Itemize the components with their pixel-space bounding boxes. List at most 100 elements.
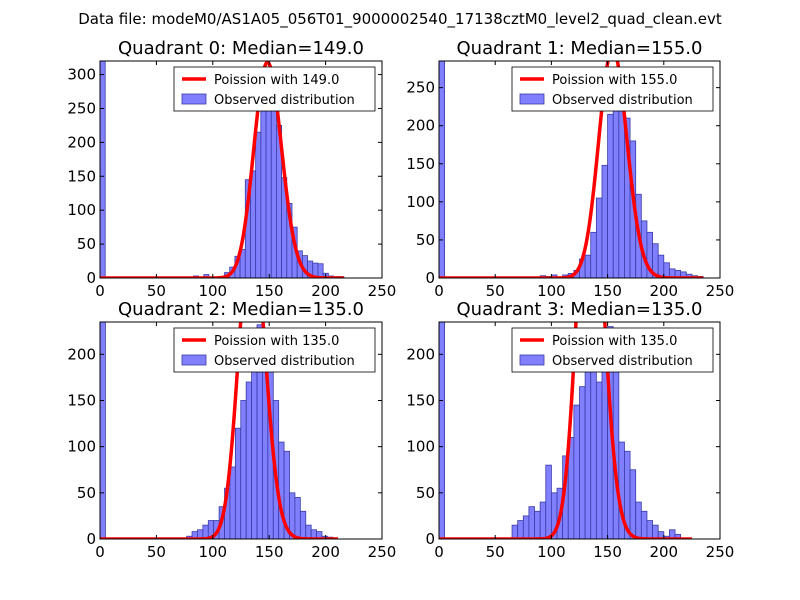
y-tick-label: 0 xyxy=(425,530,435,548)
histogram-bar xyxy=(534,510,541,539)
histogram-bar xyxy=(646,520,653,539)
legend-patch-swatch xyxy=(181,93,207,105)
poisson-curve xyxy=(100,322,339,539)
x-tick-label: 0 xyxy=(95,282,105,300)
histogram-bar xyxy=(573,404,580,539)
quadrant-panel-0: Quadrant 0: Median=149.0 0 50 100 150 200 250 0… xyxy=(67,38,396,300)
y-tick-label: 100 xyxy=(67,438,96,456)
y-tick-label: 150 xyxy=(406,155,435,173)
histogram-bar xyxy=(657,254,665,278)
x-tick-label: 200 xyxy=(649,282,678,300)
histogram-bar xyxy=(579,386,586,539)
x-tick-label: 100 xyxy=(198,282,227,300)
x-tick-label: 250 xyxy=(706,282,735,300)
figure-suptitle: Data file: modeM0/AS1A05_056T01_90000025… xyxy=(78,10,722,29)
x-tick-label: 200 xyxy=(311,282,340,300)
y-tick-label: 200 xyxy=(67,345,96,363)
histogram-bar xyxy=(305,524,312,539)
y-tick-label: 0 xyxy=(86,530,96,548)
histogram-bar xyxy=(316,531,323,539)
y-tick-label: 200 xyxy=(67,133,96,151)
legend-box xyxy=(173,327,376,373)
y-tick-label: 250 xyxy=(67,99,96,117)
histogram-bar xyxy=(595,381,603,539)
plot-area xyxy=(439,322,693,539)
y-tick-label: 150 xyxy=(67,391,96,409)
histogram-bar xyxy=(299,510,307,539)
axes-frame xyxy=(99,321,383,540)
x-tick-label: 150 xyxy=(593,543,622,561)
histogram-bar xyxy=(539,501,547,539)
y-tick-label: 150 xyxy=(406,391,435,409)
histogram-bar xyxy=(674,533,682,539)
legend-patch-swatch xyxy=(519,354,545,366)
y-tick-label: 200 xyxy=(406,117,435,135)
histogram-bar xyxy=(545,464,552,539)
y-tick-label: 0 xyxy=(86,269,96,287)
y-tick-label: 50 xyxy=(77,235,96,253)
histogram-bar xyxy=(270,96,277,278)
histogram-bar xyxy=(528,506,535,539)
legend-entry-poisson: Poission with 155.0 xyxy=(552,73,677,88)
histogram-bar xyxy=(584,353,592,539)
y-tick-label: 100 xyxy=(406,438,435,456)
axes-frame xyxy=(99,60,383,279)
y-tick-label: 250 xyxy=(406,79,435,97)
x-tick-label: 50 xyxy=(147,282,166,300)
histogram-bar xyxy=(240,400,247,539)
histogram-bar xyxy=(251,344,258,539)
x-tick-label: 0 xyxy=(434,282,444,300)
legend-entry-poisson: Poission with 135.0 xyxy=(552,334,677,349)
legend: Poission with 149.0 Observed distribution xyxy=(173,66,376,112)
histogram-bar xyxy=(663,262,670,278)
histogram-bar xyxy=(607,113,614,278)
histogram-bar xyxy=(265,104,272,278)
legend-box xyxy=(511,66,714,112)
x-tick-label: 200 xyxy=(311,543,340,561)
histogram-bar xyxy=(640,510,648,539)
legend-entry-poisson: Poission with 135.0 xyxy=(214,334,339,349)
histogram-bar xyxy=(652,524,659,539)
histogram-bar xyxy=(595,197,603,278)
panel-title: Quadrant 1: Median=155.0 xyxy=(457,38,703,59)
legend-box xyxy=(173,66,376,112)
legend-entry-observed: Observed distribution xyxy=(214,93,355,108)
histogram-bar xyxy=(260,104,267,278)
legend-entry-poisson: Poission with 149.0 xyxy=(214,73,339,88)
histogram-bar xyxy=(100,61,106,278)
histogram-bar xyxy=(601,164,608,278)
histogram-bar xyxy=(439,61,446,278)
y-tick-label: 50 xyxy=(416,484,435,502)
quadrant-panel-2: Quadrant 2: Median=135.0 0 50 100 150 200 250 0… xyxy=(67,299,396,561)
x-tick-label: 200 xyxy=(649,543,678,561)
y-tick-label: 50 xyxy=(77,484,96,502)
histogram-bar xyxy=(590,231,597,278)
histogram-bar xyxy=(511,524,519,539)
legend-entry-observed: Observed distribution xyxy=(214,354,355,369)
histogram-bar xyxy=(245,381,253,539)
legend-patch-swatch xyxy=(519,93,545,105)
x-tick-label: 0 xyxy=(434,543,444,561)
histogram-bar xyxy=(294,497,301,539)
poisson-curve xyxy=(439,61,704,278)
histogram-bar xyxy=(517,520,524,539)
x-tick-label: 0 xyxy=(95,543,105,561)
panel-title: Quadrant 3: Median=135.0 xyxy=(457,299,703,320)
x-tick-label: 150 xyxy=(593,282,622,300)
histogram-bar xyxy=(590,344,597,539)
histogram-bar xyxy=(522,515,530,539)
panel-title: Quadrant 2: Median=135.0 xyxy=(118,299,364,320)
x-tick-label: 50 xyxy=(486,543,505,561)
y-tick-label: 50 xyxy=(416,231,435,249)
histogram-bar xyxy=(229,466,236,539)
quadrant-panel-1: Quadrant 1: Median=155.0 0 50 100 150 200 250 0… xyxy=(406,38,734,300)
quadrant-panel-3: Quadrant 3: Median=135.0 0 50 100 150 200 250 0… xyxy=(406,299,735,561)
y-tick-label: 150 xyxy=(67,167,96,185)
x-tick-label: 100 xyxy=(198,543,227,561)
x-tick-label: 150 xyxy=(255,543,284,561)
axes-frame xyxy=(438,60,721,279)
y-tick-label: 100 xyxy=(406,193,435,211)
axes-frame xyxy=(438,321,721,540)
x-tick-label: 250 xyxy=(706,543,735,561)
y-tick-label: 200 xyxy=(406,345,435,363)
